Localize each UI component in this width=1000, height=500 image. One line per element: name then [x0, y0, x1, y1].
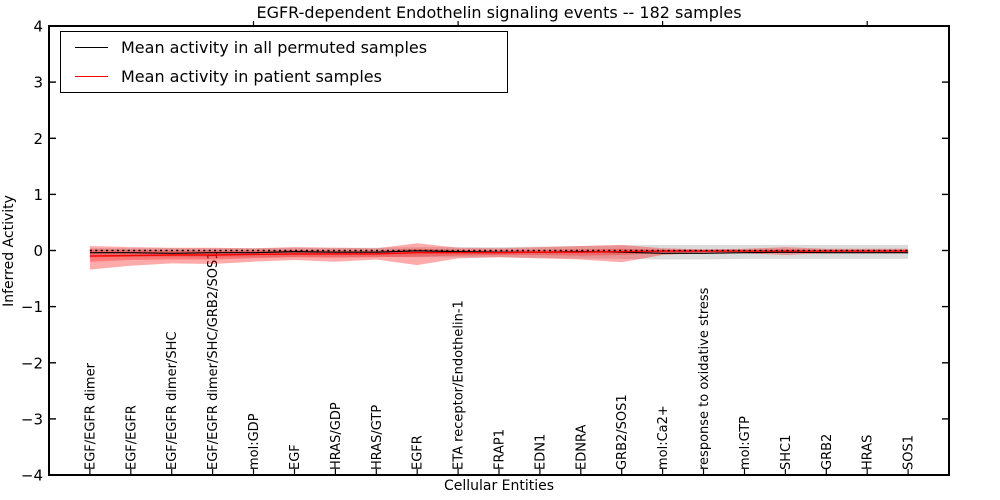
legend-box: Mean activity in all permuted samples Me…	[60, 31, 508, 93]
x-category-label: HRAS	[861, 435, 876, 470]
legend-label-permuted: Mean activity in all permuted samples	[121, 37, 428, 57]
patient-spread-outer-band	[89, 243, 909, 270]
x-category-label: response to oxidative stress	[697, 287, 712, 470]
patient-line-swatch	[75, 76, 108, 78]
y-tick-label: −4	[21, 467, 43, 485]
x-category-label: EDN1	[533, 434, 548, 470]
x-category-label: EGF/EGFR dimer	[83, 362, 98, 470]
x-category-label: GRB2/SOS1	[615, 394, 630, 470]
y-tick-label: −1	[21, 298, 43, 316]
x-category-label: EGF/EGFR dimer/SHC	[165, 332, 180, 470]
legend-item-permuted: Mean activity in all permuted samples	[61, 33, 507, 61]
x-category-label: mol:Ca2+	[656, 405, 671, 470]
y-tick-label: 3	[33, 74, 43, 92]
x-category-label: SOS1	[902, 435, 917, 470]
y-axis-label: Inferred Activity	[1, 195, 17, 307]
x-category-label: EGF/EGFR dimer/SHC/GRB2/SOS1	[206, 252, 221, 471]
x-category-label: HRAS/GDP	[329, 402, 344, 470]
legend-item-patient: Mean activity in patient samples	[61, 63, 507, 91]
x-category-label: ETA receptor/Endothelin-1	[452, 300, 467, 470]
y-tick-label: −2	[21, 354, 43, 372]
permuted-line-swatch	[75, 46, 108, 48]
x-category-label: GRB2	[820, 434, 835, 470]
x-category-label: EGF/EGFR	[124, 405, 139, 470]
legend-label-patient: Mean activity in patient samples	[121, 67, 382, 87]
x-category-label: mol:GDP	[247, 413, 262, 470]
x-category-label: EGFR	[411, 435, 426, 470]
x-category-label: EDNRA	[574, 425, 589, 470]
y-tick-label: 2	[33, 130, 43, 148]
y-tick-label: −3	[21, 410, 43, 428]
chart-title: EGFR-dependent Endothelin signaling even…	[256, 3, 742, 22]
x-category-label: FRAP1	[493, 429, 508, 470]
x-category-label: SHC1	[779, 435, 794, 470]
x-axis-label: Cellular Entities	[443, 478, 555, 494]
x-category-label: EGF	[288, 444, 303, 470]
x-category-label: HRAS/GTP	[370, 405, 385, 470]
x-category-label: mol:GTP	[738, 416, 753, 470]
y-tick-label: 0	[33, 242, 43, 260]
y-tick-label: 1	[33, 186, 43, 204]
y-tick-label: 4	[33, 18, 43, 36]
